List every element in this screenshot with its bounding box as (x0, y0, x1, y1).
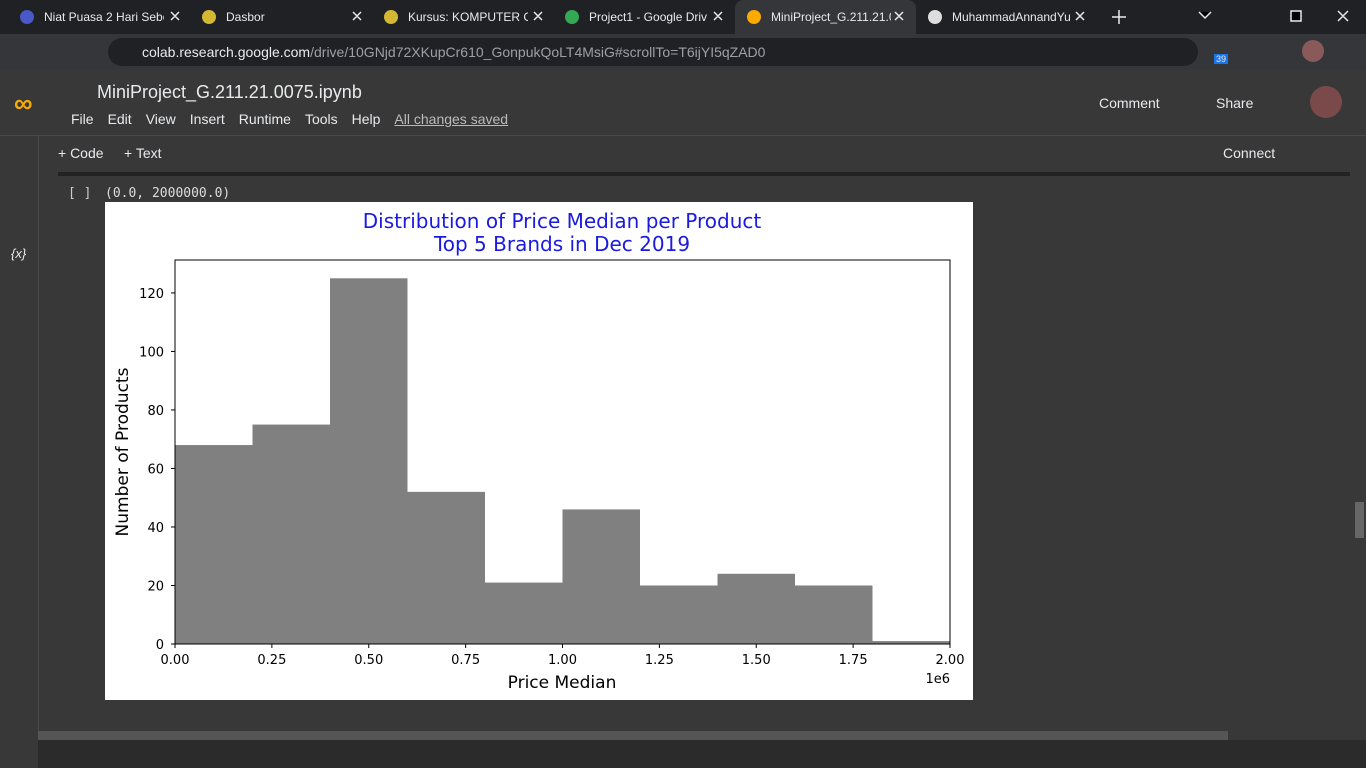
menu-item[interactable]: Tools (304, 111, 338, 127)
tab-strip: Niat Puasa 2 Hari Sebe Dasbor Kursus: KO… (0, 0, 1366, 34)
x-tick-label: 1.00 (548, 653, 577, 668)
y-tick-label: 40 (147, 521, 164, 536)
cell-output: (0.0, 2000000.0) (105, 186, 231, 201)
avatar[interactable] (1302, 40, 1324, 62)
chart: Distribution of Price Median per Product… (105, 202, 973, 700)
bar (717, 573, 795, 644)
chart-title: Distribution of Price Median per Product (363, 209, 762, 233)
x-tick-label: 1.50 (742, 653, 771, 668)
avatar[interactable] (1310, 86, 1342, 118)
cell-divider (58, 172, 1350, 176)
y-tick-label: 0 (156, 638, 164, 653)
tab-active[interactable]: MiniProject_G.211.21.0 (735, 0, 916, 34)
comment-button[interactable]: Comment (1099, 95, 1160, 111)
tab-title: Project1 - Google Driv (589, 10, 708, 24)
status-bar (38, 740, 1366, 768)
bar (252, 424, 330, 644)
bar (640, 585, 718, 644)
y-tick-label: 120 (139, 287, 164, 302)
menu-item[interactable]: Edit (107, 111, 132, 127)
y-tick-label: 100 (139, 345, 164, 360)
menu-bar: File Edit View Insert Runtime Tools Help All ch… (71, 111, 522, 129)
toolbar: colab.research.google.com/drive/10GNjd72… (0, 34, 1366, 70)
x-tick-label: 2.00 (936, 653, 965, 668)
y-tick-label: 80 (147, 404, 164, 419)
x-axis-label: Price Median (508, 673, 617, 693)
tab[interactable]: Niat Puasa 2 Hari Sebe (8, 0, 190, 34)
bar (562, 509, 640, 644)
save-status[interactable]: All changes saved (394, 111, 509, 127)
tab-icons (170, 10, 1349, 24)
variables-icon[interactable]: {x} (11, 246, 27, 261)
menu-item[interactable]: Runtime (238, 111, 291, 127)
bar (872, 641, 950, 644)
bar (795, 585, 873, 644)
chart-subtitle: Top 5 Brands in Dec 2019 (433, 232, 690, 256)
y-axis-label: Number of Products (113, 367, 133, 536)
address-bar[interactable] (108, 38, 1198, 66)
x-tick-label: 0.75 (451, 653, 480, 668)
tab-title: MuhammadAnnandYu (952, 10, 1071, 24)
x-tick-label: 0.50 (354, 653, 383, 668)
x-tick-label: 0.25 (257, 653, 286, 668)
y-tick-label: 20 (147, 579, 164, 594)
bar (330, 278, 408, 644)
bar (407, 491, 485, 644)
menu-item[interactable]: Help (351, 111, 381, 127)
x-tick-label: 1.75 (839, 653, 868, 668)
tab-title: MiniProject_G.211.21.0 (771, 10, 891, 24)
share-button[interactable]: Share (1216, 95, 1254, 111)
url-path: /drive/10GNjd72XKupCr610_GonpukQoLT4MsiG… (310, 44, 766, 60)
url: colab.research.google.com/drive/10GNjd72… (142, 44, 765, 60)
add-text[interactable]: + Text (124, 145, 162, 161)
tab-title: Kursus: KOMPUTER GI (408, 10, 528, 24)
x-tick-label: 0.00 (161, 653, 190, 668)
connect-button[interactable]: Connect (1223, 145, 1276, 161)
tab-title: Niat Puasa 2 Hari Sebe (44, 10, 164, 24)
tab[interactable]: Dasbor (190, 0, 372, 34)
tab-title: Dasbor (226, 10, 265, 24)
tab[interactable]: Kursus: KOMPUTER GI (372, 0, 553, 34)
colab-header: ∞ MiniProject_G.211.21.0075.ipynb File Ed… (0, 70, 1366, 136)
tab[interactable]: Project1 - Google Driv (553, 0, 735, 34)
bar (485, 582, 563, 644)
tab[interactable]: MuhammadAnnandYu (916, 0, 1098, 34)
url-host: colab.research.google.com (142, 44, 311, 60)
menu-item[interactable]: Insert (189, 111, 225, 127)
menu-item[interactable]: View (145, 111, 176, 127)
sidebar: {x} (0, 136, 39, 740)
bar (175, 445, 253, 644)
colab-logo: ∞ (14, 88, 33, 118)
notebook-title[interactable]: MiniProject_G.211.21.0075.ipynb (97, 82, 362, 102)
badge: 39 (1214, 54, 1229, 64)
h-scrollbar (38, 731, 1228, 740)
cell-bracket[interactable]: [ ] (68, 186, 92, 201)
y-tick-label: 60 (147, 462, 164, 477)
v-scrollbar (1355, 502, 1364, 538)
menu-item[interactable]: File (71, 111, 94, 127)
x-scale-label: 1e6 (925, 672, 950, 687)
x-tick-label: 1.25 (645, 653, 674, 668)
add-code[interactable]: + Code (58, 145, 104, 161)
